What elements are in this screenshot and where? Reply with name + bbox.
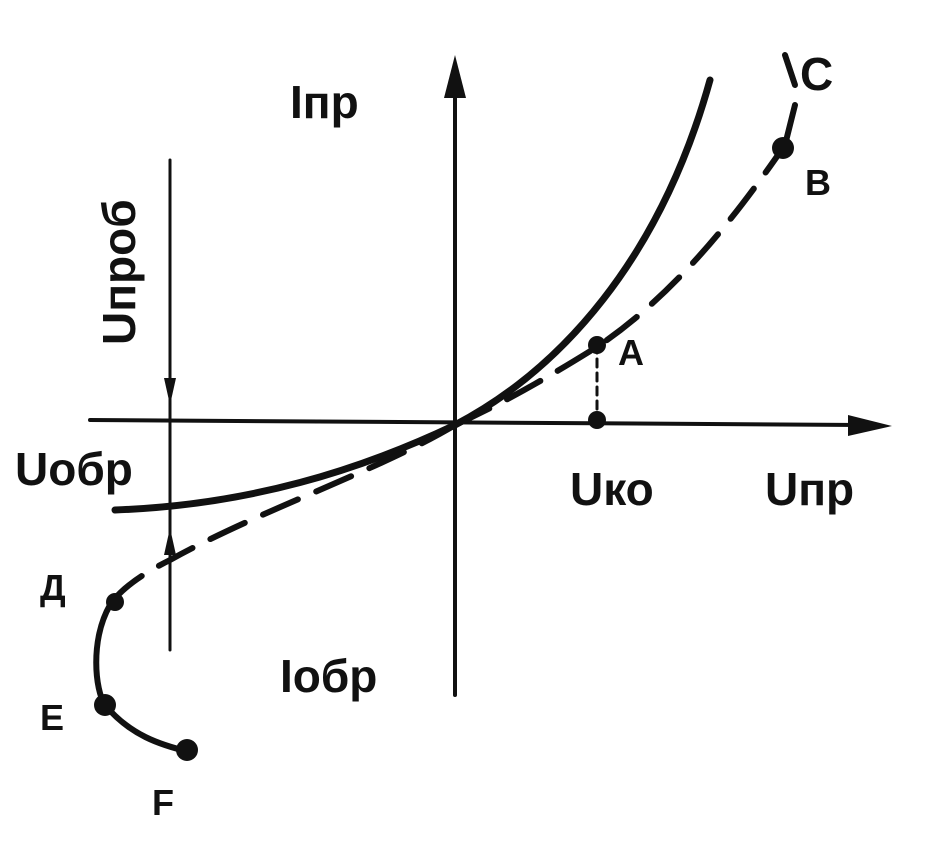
label-iobr: Iобр <box>280 650 377 702</box>
point-e <box>94 694 116 716</box>
label-a: A <box>618 332 644 373</box>
label-b: B <box>805 162 831 203</box>
x-axis <box>88 418 862 427</box>
point-f <box>176 739 198 761</box>
arrow-up <box>164 528 176 555</box>
dashed-forward <box>452 142 788 428</box>
point-uko <box>588 411 606 429</box>
label-uprob: Uпроб <box>93 199 145 345</box>
point-b <box>772 137 794 159</box>
label-uko: Uко <box>570 463 654 515</box>
label-upr: Uпр <box>765 463 854 515</box>
point-d <box>106 593 124 611</box>
label-ipr: Iпр <box>290 76 359 128</box>
dashed-reverse <box>107 422 458 608</box>
point-a <box>588 336 606 354</box>
label-c: C <box>800 48 833 100</box>
label-d: Д <box>40 567 66 608</box>
y-arrow <box>444 55 466 98</box>
label-f: F <box>152 782 174 823</box>
x-arrow <box>848 415 892 436</box>
c-mark <box>782 52 798 88</box>
label-e: E <box>40 697 64 738</box>
arrow-down <box>164 378 176 405</box>
label-uobr: Uобр <box>15 443 133 495</box>
